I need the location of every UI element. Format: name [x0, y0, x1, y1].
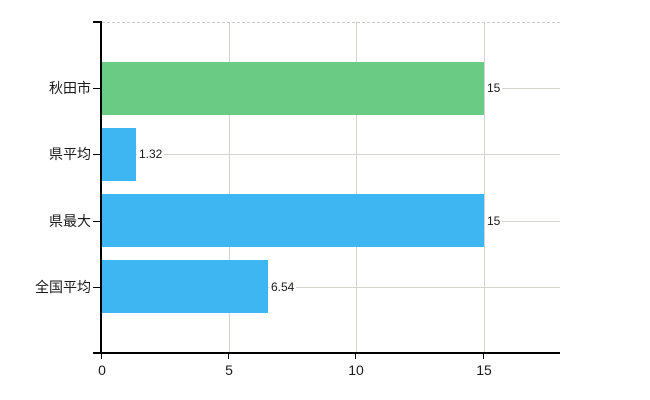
y-axis-tick [93, 88, 102, 89]
v-gridline [356, 22, 357, 353]
category-label: 県最大 [49, 213, 91, 229]
x-tick-label: 0 [98, 362, 106, 378]
bar[interactable] [102, 128, 136, 181]
bar[interactable] [102, 62, 484, 115]
bar[interactable] [102, 260, 268, 313]
bar-value-label: 6.54 [269, 279, 297, 295]
x-tick-label: 15 [476, 362, 492, 378]
x-tick-label: 5 [225, 362, 233, 378]
x-tick-label: 10 [348, 362, 364, 378]
v-gridline [484, 22, 485, 353]
bar-value-label: 1.32 [137, 146, 165, 162]
x-axis-tick [228, 354, 229, 359]
h-gridline [102, 154, 560, 155]
category-label: 全国平均 [35, 279, 91, 295]
bar-value-label: 15 [485, 80, 503, 96]
category-label: 県平均 [49, 146, 91, 162]
bar[interactable] [102, 194, 484, 247]
x-axis-tick [355, 354, 356, 359]
y-axis-tick [93, 221, 102, 222]
y-axis-tick [93, 287, 102, 288]
x-axis-tick [483, 354, 484, 359]
h-gridline [102, 287, 560, 288]
y-axis-tick [93, 154, 102, 155]
bar-value-label: 15 [485, 213, 503, 229]
category-label: 秋田市 [49, 80, 91, 96]
y-axis-top-tick [93, 21, 102, 23]
plot-top-border [102, 22, 560, 23]
x-axis-line [93, 352, 560, 354]
v-gridline [229, 22, 230, 353]
y-axis-line [100, 22, 102, 354]
x-axis-tick [101, 354, 102, 359]
